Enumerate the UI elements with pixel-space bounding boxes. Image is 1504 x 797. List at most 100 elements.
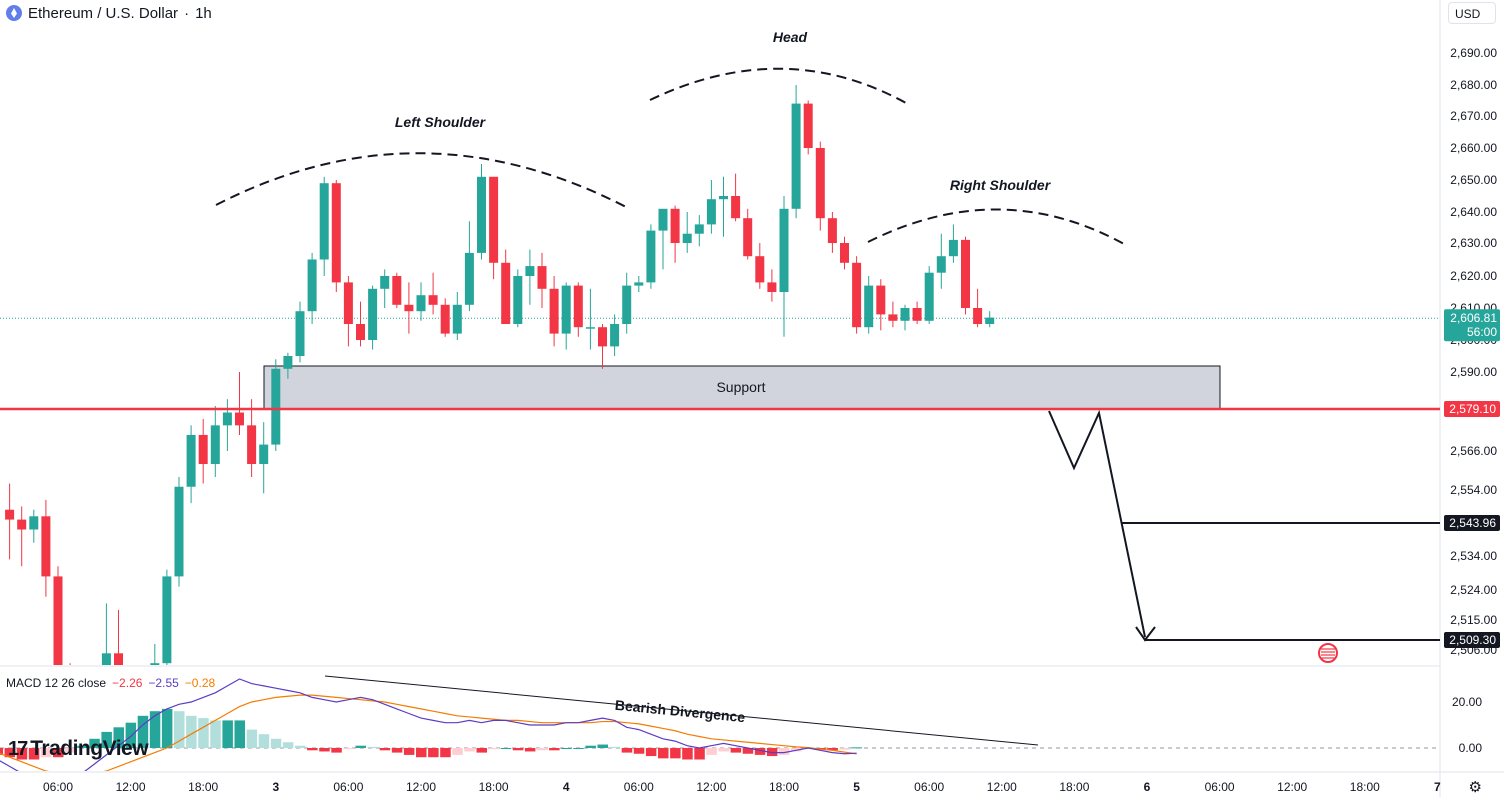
- macd-histogram-bar: [561, 748, 572, 749]
- candle-body[interactable]: [344, 282, 353, 324]
- macd-histogram-bar: [283, 742, 294, 748]
- candle-body[interactable]: [961, 240, 970, 308]
- candle-body[interactable]: [513, 276, 522, 324]
- candle-body[interactable]: [731, 196, 740, 218]
- candle-body[interactable]: [937, 256, 946, 273]
- right-shoulder-arc[interactable]: [868, 209, 1124, 244]
- candle-body[interactable]: [622, 286, 631, 324]
- candle-body[interactable]: [707, 199, 716, 224]
- candle-body[interactable]: [864, 286, 873, 328]
- candle-body[interactable]: [562, 286, 571, 334]
- candle-body[interactable]: [429, 295, 438, 305]
- candle-body[interactable]: [356, 324, 365, 340]
- macd-histogram-bar: [319, 748, 330, 751]
- macd-histogram-bar: [501, 748, 512, 749]
- candle-body[interactable]: [392, 276, 401, 305]
- candle-body[interactable]: [574, 286, 583, 328]
- settings-icon[interactable]: ⚙: [1469, 778, 1482, 796]
- currency-button[interactable]: USD: [1448, 2, 1496, 24]
- candle-body[interactable]: [187, 435, 196, 487]
- candle-body[interactable]: [5, 510, 14, 520]
- candle-body[interactable]: [54, 576, 63, 676]
- candle-body[interactable]: [816, 148, 825, 218]
- candle-body[interactable]: [29, 516, 38, 529]
- price-axis-label: 2,690.00: [1450, 46, 1497, 60]
- candle-body[interactable]: [404, 305, 413, 311]
- ethereum-icon: [6, 5, 22, 21]
- candle-body[interactable]: [901, 308, 910, 321]
- candle-body[interactable]: [646, 231, 655, 283]
- candle-body[interactable]: [743, 218, 752, 256]
- candle-body[interactable]: [489, 177, 498, 263]
- candle-body[interactable]: [332, 183, 341, 282]
- candle-body[interactable]: [610, 324, 619, 346]
- tradingview-logo[interactable]: 17 TradingView: [8, 737, 148, 761]
- interval[interactable]: 1h: [195, 5, 212, 22]
- candle-body[interactable]: [659, 209, 668, 231]
- head-arc[interactable]: [650, 69, 906, 103]
- candle-body[interactable]: [283, 356, 292, 369]
- candle-body[interactable]: [465, 253, 474, 305]
- candle-body[interactable]: [586, 327, 595, 329]
- time-axis-label: 18:00: [1059, 780, 1089, 794]
- last-price-label: 2,606.81: [1450, 311, 1497, 325]
- candle-body[interactable]: [671, 209, 680, 243]
- candle-body[interactable]: [259, 445, 268, 464]
- symbol-name[interactable]: Ethereum / U.S. Dollar: [28, 5, 178, 22]
- candle-body[interactable]: [441, 305, 450, 334]
- candle-body[interactable]: [525, 266, 534, 276]
- candle-body[interactable]: [925, 273, 934, 321]
- candle-body[interactable]: [247, 425, 256, 464]
- macd-histogram-bar: [150, 711, 161, 748]
- price-level-label: 2,579.10: [1449, 402, 1496, 416]
- candle-body[interactable]: [550, 289, 559, 334]
- candle-body[interactable]: [308, 260, 317, 312]
- us-flag-event-icon[interactable]: [1319, 644, 1337, 662]
- candle-body[interactable]: [453, 305, 462, 334]
- candle-body[interactable]: [852, 263, 861, 327]
- candle-body[interactable]: [767, 282, 776, 292]
- candle-body[interactable]: [320, 183, 329, 259]
- candle-body[interactable]: [634, 282, 643, 285]
- candle-body[interactable]: [211, 425, 220, 464]
- candle-body[interactable]: [755, 256, 764, 282]
- candle-body[interactable]: [477, 177, 486, 253]
- time-axis-label: 06:00: [1205, 780, 1235, 794]
- candle-body[interactable]: [417, 295, 426, 311]
- candle-body[interactable]: [792, 104, 801, 209]
- candle-body[interactable]: [17, 520, 26, 530]
- candle-body[interactable]: [223, 413, 232, 426]
- candle-body[interactable]: [235, 413, 244, 426]
- candle-body[interactable]: [828, 218, 837, 243]
- candle-body[interactable]: [162, 576, 171, 663]
- candle-body[interactable]: [538, 266, 547, 289]
- macd-histogram-bar: [670, 748, 681, 758]
- candle-body[interactable]: [175, 487, 184, 577]
- candle-body[interactable]: [695, 224, 704, 233]
- candle-body[interactable]: [949, 240, 958, 256]
- candle-body[interactable]: [719, 196, 728, 199]
- candle-body[interactable]: [683, 234, 692, 243]
- price-axis-label: 2,620.00: [1450, 269, 1497, 283]
- candle-body[interactable]: [41, 516, 50, 576]
- candle-body[interactable]: [380, 276, 389, 289]
- candle-body[interactable]: [780, 209, 789, 292]
- macd-histogram-bar: [537, 748, 548, 750]
- candle-body[interactable]: [876, 286, 885, 315]
- candle-body[interactable]: [501, 263, 510, 324]
- left-shoulder-arc[interactable]: [216, 153, 628, 208]
- candle-body[interactable]: [973, 308, 982, 324]
- candle-body[interactable]: [985, 318, 994, 324]
- candle-body[interactable]: [913, 308, 922, 321]
- candle-body[interactable]: [804, 104, 813, 148]
- candle-body[interactable]: [888, 314, 897, 320]
- candle-body[interactable]: [199, 435, 208, 464]
- candle-body[interactable]: [296, 311, 305, 356]
- candle-body[interactable]: [271, 369, 280, 445]
- candle-body[interactable]: [840, 243, 849, 263]
- candle-body[interactable]: [368, 289, 377, 340]
- macd-histogram-bar: [392, 748, 403, 753]
- macd-histogram-bar: [610, 747, 621, 748]
- candle-body[interactable]: [598, 327, 607, 346]
